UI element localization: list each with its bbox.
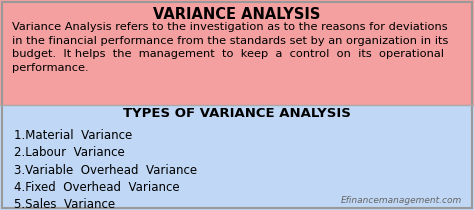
Text: Variance Analysis refers to the investigation as to the reasons for deviations
i: Variance Analysis refers to the investig… — [12, 22, 448, 73]
FancyBboxPatch shape — [0, 0, 474, 105]
Text: Efinancemanagement.com: Efinancemanagement.com — [341, 196, 462, 205]
Text: TYPES OF VARIANCE ANALYSIS: TYPES OF VARIANCE ANALYSIS — [123, 107, 351, 120]
Text: 5.Sales  Variance: 5.Sales Variance — [14, 198, 115, 210]
Text: 3.Variable  Overhead  Variance: 3.Variable Overhead Variance — [14, 164, 197, 177]
Text: 1.Material  Variance: 1.Material Variance — [14, 129, 132, 142]
FancyBboxPatch shape — [0, 105, 474, 210]
Text: VARIANCE ANALYSIS: VARIANCE ANALYSIS — [153, 7, 321, 22]
Text: 2.Labour  Variance: 2.Labour Variance — [14, 146, 125, 159]
Text: 4.Fixed  Overhead  Variance: 4.Fixed Overhead Variance — [14, 181, 180, 194]
